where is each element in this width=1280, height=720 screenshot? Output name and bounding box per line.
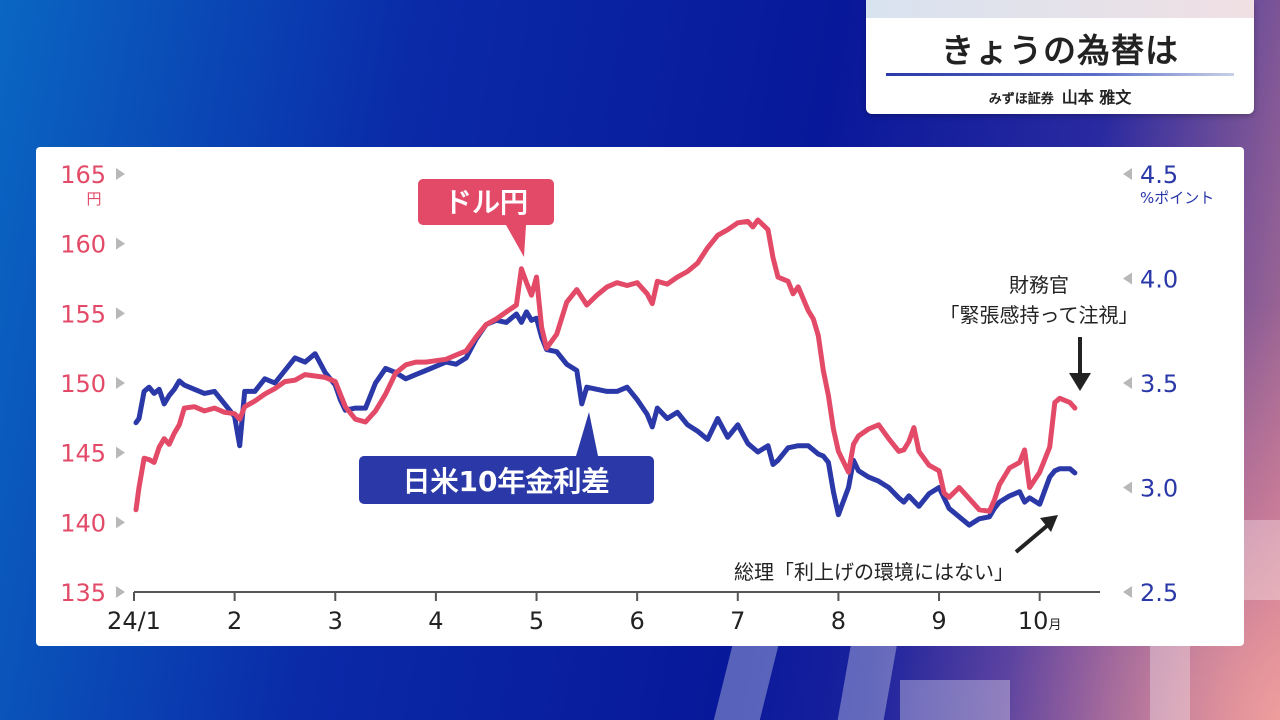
left-tick-marker [116, 168, 125, 180]
left-tick-label: 160 [60, 231, 106, 259]
topic-panel: きょうの為替は みずほ証券 山本 雅文 [866, 0, 1254, 114]
chart-card: 135 140 145 150 155 160 165 円 2.5 3.0 3.5 4.0 4.5 %ポ… [36, 147, 1244, 646]
spread-label: 日米10年金利差 [403, 465, 610, 498]
right-axis-unit: %ポイント [1140, 189, 1214, 207]
left-tick-label: 155 [60, 300, 106, 328]
series-line-usdjpy [133, 217, 1078, 514]
speaker-company: みずほ証券 [988, 92, 1054, 107]
annotation-fx-official-line1: 財務官 [1009, 273, 1069, 297]
left-tick-marker [116, 237, 125, 250]
annotation-pm: 総理「利上げの環境にはない」 [734, 515, 1058, 584]
annotation-arrow-head [1040, 515, 1058, 532]
x-tick-label: 2 [227, 607, 242, 635]
x-tick-label: 5 [529, 607, 544, 635]
right-tick-label: 3.0 [1140, 475, 1178, 503]
left-tick-label: 145 [60, 440, 106, 468]
annotation-arrow-head [1069, 373, 1091, 391]
usdjpy-label-pointer [506, 225, 526, 257]
right-tick-label: 4.5 [1140, 161, 1178, 189]
panel-divider [886, 73, 1234, 76]
watermark-shape [900, 680, 1010, 720]
right-tick-label: 2.5 [1140, 579, 1178, 607]
left-tick-label: 165 [60, 161, 106, 189]
x-tick-label: 6 [630, 607, 645, 635]
right-tick-marker [1123, 377, 1132, 389]
spread-label-pointer [576, 412, 598, 456]
x-tick-label: 8 [831, 607, 846, 635]
left-tick-marker [116, 516, 125, 529]
usdjpy-callout: ドル円 [418, 179, 554, 257]
right-tick-marker [1123, 272, 1132, 285]
left-tick-marker [116, 586, 125, 598]
x-tick-label: 9 [931, 607, 946, 635]
x-tick-label: 24/1 [107, 607, 161, 635]
left-tick-label: 135 [60, 579, 106, 607]
right-tick-marker [1123, 481, 1132, 494]
usdjpy-label: ドル円 [444, 186, 528, 219]
x-axis: 24/1 2 3 4 5 6 7 8 9 10月 [107, 591, 1100, 635]
annotation-arrow [1014, 523, 1050, 554]
panel-title: きょうの為替は [941, 31, 1179, 70]
panel-speaker: みずほ証券 山本 雅文 [866, 84, 1254, 108]
left-tick-label: 140 [60, 509, 106, 537]
annotation-fx-official: 財務官 「緊張感持って注視」 [940, 273, 1139, 391]
x-tick-label: 10月 [1018, 607, 1062, 635]
left-axis-unit: 円 [86, 190, 101, 208]
right-tick-label: 4.0 [1140, 266, 1178, 294]
annotation-fx-official-line2: 「緊張感持って注視」 [940, 303, 1139, 327]
panel-strip [866, 0, 1254, 18]
usdjpy-label-box [418, 179, 554, 225]
speaker-name: 山本 雅文 [1061, 88, 1132, 107]
x-tick-label: 4 [428, 607, 443, 635]
right-tick-marker [1123, 586, 1132, 598]
series-line-spread [133, 309, 1078, 528]
x-tick-label: 3 [328, 607, 343, 635]
spread-label-box [359, 456, 654, 504]
left-tick-marker [116, 307, 125, 320]
annotation-pm-line1: 総理「利上げの環境にはない」 [734, 560, 1014, 584]
left-tick-marker [116, 377, 125, 389]
spread-callout: 日米10年金利差 [359, 412, 654, 504]
right-tick-marker [1123, 168, 1132, 180]
x-tick-label: 7 [730, 607, 745, 635]
right-axis: 2.5 3.0 3.5 4.0 4.5%ポイント [1123, 161, 1214, 607]
left-tick-marker [116, 446, 125, 459]
x-axis-unit: 月 [1048, 618, 1061, 633]
right-tick-label: 3.5 [1140, 370, 1178, 398]
left-tick-label: 150 [60, 370, 106, 398]
